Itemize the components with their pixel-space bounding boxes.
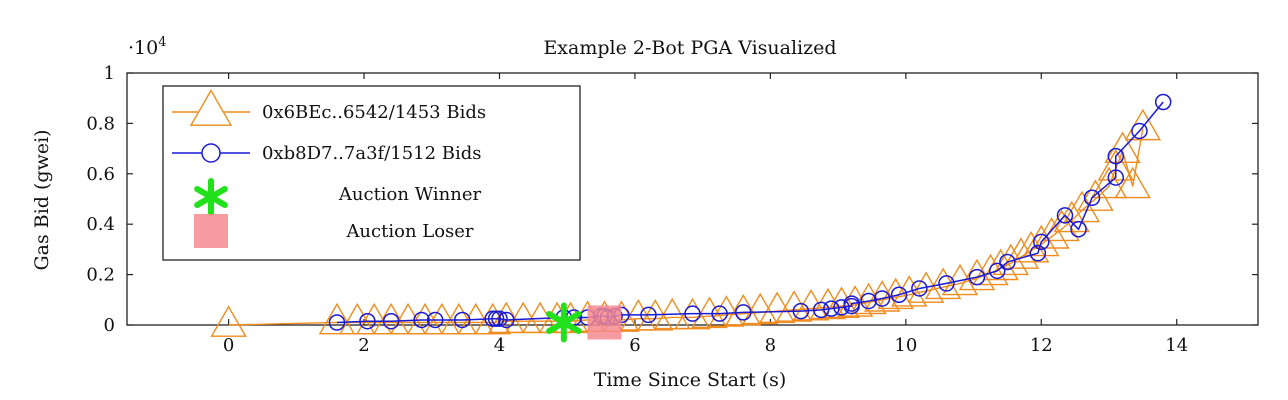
data-point-circle [999,253,1016,271]
legend-label: 0xb8D7..7a3f/1512 Bids [262,143,482,164]
chart-title: Example 2-Bot PGA Visualized [543,37,836,59]
legend-entry: 0xb8D7..7a3f/1512 Bids [172,143,482,164]
data-point-circle [453,311,471,329]
data-point-circle [1131,122,1148,140]
data-point-circle [792,302,810,320]
legend-symbol [194,178,228,216]
x-tick-label: 14 [1165,335,1188,356]
data-point-circle [491,310,508,327]
x-tick-label: 10 [894,335,917,356]
data-point-triangle [1104,131,1141,164]
auction-loser-marker [587,305,622,340]
data-point-circle [359,312,376,330]
auction-winner-marker [546,302,582,343]
data-point-circle [413,311,430,329]
x-tick-label: 2 [358,335,369,356]
data-point-triangle [992,243,1030,276]
data-point-circle [823,300,840,317]
data-point-triangle [823,286,860,318]
data-point-circle [890,286,908,304]
data-point-circle [1056,207,1074,224]
data-point-triangle [1033,217,1070,249]
data-point-triangle [907,271,945,303]
data-point-triangle [742,292,779,325]
data-point-circle [328,314,346,331]
legend-symbol [194,214,228,248]
data-point-triangle [1043,209,1080,242]
data-point-circle [382,312,400,330]
y-tick-label: 0.2 [86,265,115,286]
data-point-circle [938,275,955,292]
y-tick-label: 0 [104,315,115,336]
data-point-circle [833,299,850,316]
data-point-triangle [691,296,728,329]
data-point-circle [1154,93,1172,111]
data-point-triangle [210,305,247,337]
data-point-triangle [891,275,928,307]
legend-label: 0x6BEc..6542/1453 Bids [262,102,486,123]
data-point-circle [1070,220,1087,238]
data-point-circle [498,311,515,329]
data-point-triangle [1077,179,1114,211]
legend: 0x6BEc..6542/1453 Bids 0xb8D7..7a3f/1512 … [162,85,581,261]
data-point-circle [968,268,986,286]
x-axis-label: Time Since Start (s) [594,369,787,391]
data-point-circle [684,305,701,322]
data-point-circle [989,262,1006,280]
data-point-circle [640,306,657,324]
data-point-circle [711,305,728,322]
data-point-triangle [1002,237,1040,269]
plot-frame [126,72,1259,326]
legend-entry: Auction Winner [194,178,482,216]
axis-ticks: 0 2 4 6 8 10 12 14 0 0.2 0.4 0.6 0.8 1 [86,63,1258,356]
x-tick-label: 4 [494,335,505,356]
y-tick-label: 1 [104,63,115,84]
legend-label: Auction Loser [345,221,473,242]
data-point-circle [873,290,891,307]
y-axis-label: Gas Bid (gwei) [31,129,53,270]
data-point-triangle [406,302,444,335]
x-tick-label: 0 [223,335,234,356]
data-point-circle [426,311,444,329]
legend-box [162,85,581,261]
data-point-triangle [792,288,830,321]
x-tick-label: 8 [765,335,776,356]
data-point-circle [1083,189,1101,206]
x-tick-label: 12 [1030,335,1053,356]
data-point-circle [1029,244,1047,262]
data-point-triangle [758,291,796,324]
data-point-triangle [389,302,427,335]
data-point-triangle [504,301,542,334]
y-tick-label: 0.4 [86,214,115,235]
data-point-circle [860,292,877,310]
data-point-triangle [941,263,979,296]
data-point-triangle [1090,166,1128,199]
data-point-triangle [318,302,356,335]
data-point-circle [911,280,928,297]
legend-symbol [172,89,250,126]
data-point-circle [1107,147,1125,165]
legend-entry: Auction Loser [194,214,474,248]
data-point-triangle [924,267,962,300]
y-multiplier: ·104 [128,35,167,59]
legend-entry: 0x6BEc..6542/1453 Bids [172,89,486,126]
legend-symbol [172,143,250,163]
x-tick-label: 6 [629,335,640,356]
data-point-circle [812,301,830,319]
data-point-circle [735,304,752,321]
y-tick-label: 0.8 [86,113,115,134]
data-point-circle [843,295,860,312]
y-tick-label: 0.6 [86,164,115,185]
data-point-triangle [1097,149,1134,181]
legend-label: Auction Winner [338,184,482,205]
data-point-triangle [1114,166,1151,199]
data-point-circle [1107,169,1125,186]
annotation-layer [546,302,622,343]
data-point-circle [1033,233,1050,251]
